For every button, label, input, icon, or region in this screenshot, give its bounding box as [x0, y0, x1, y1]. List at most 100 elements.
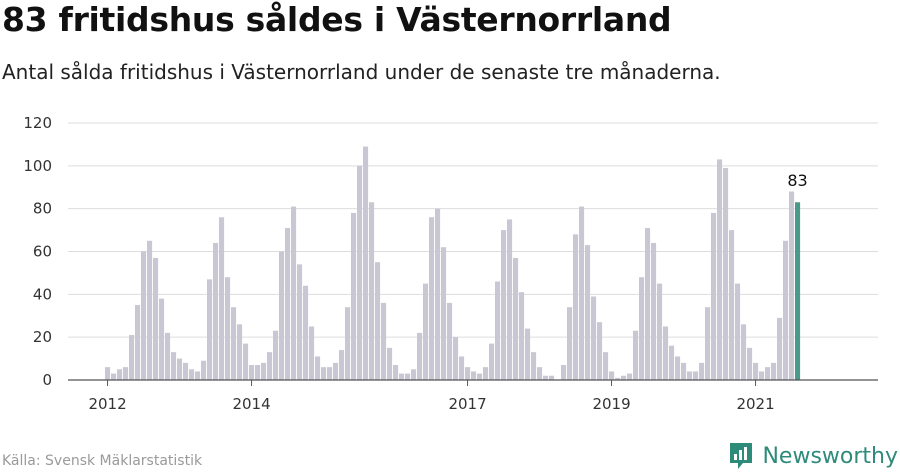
bar	[435, 208, 441, 380]
bar	[225, 277, 231, 380]
bar	[717, 159, 723, 380]
bar	[369, 202, 375, 380]
bar	[471, 371, 477, 380]
bar	[237, 324, 243, 380]
bar	[321, 367, 327, 380]
bar	[699, 362, 705, 380]
bar	[273, 330, 279, 380]
bar-chart: 0 20 40 60 80 100 120 2012 2014 2017 2019 2021 83	[23, 114, 878, 413]
bar	[255, 365, 261, 380]
bar	[603, 352, 609, 380]
page-title: 83 fritidshus såldes i Västernorrland	[2, 0, 672, 39]
bar	[279, 251, 285, 380]
bar	[393, 365, 399, 380]
bar	[399, 373, 405, 380]
bar	[711, 212, 717, 380]
bar	[219, 217, 225, 380]
bar	[759, 371, 765, 380]
bar	[777, 317, 783, 380]
x-tick-label: 2017	[448, 395, 486, 413]
bar	[459, 356, 465, 380]
brand-logo: Newsworthy	[728, 441, 898, 471]
bar	[249, 365, 255, 380]
bar	[663, 326, 669, 380]
bar	[333, 362, 339, 380]
bar	[447, 302, 453, 380]
y-tick-label: 0	[42, 371, 52, 389]
bar	[417, 332, 423, 380]
highlight-value-label: 83	[787, 171, 807, 190]
bar	[567, 307, 573, 380]
bar	[381, 302, 387, 380]
bar	[375, 262, 381, 380]
bar	[117, 369, 123, 380]
bar	[291, 206, 297, 380]
bar	[195, 371, 201, 380]
bar	[489, 343, 495, 380]
bar	[771, 362, 777, 380]
bar	[105, 367, 111, 380]
bar	[285, 227, 291, 380]
bar	[165, 332, 171, 380]
bar	[585, 245, 591, 380]
bar	[519, 292, 525, 380]
bar	[357, 165, 363, 380]
bar	[531, 352, 537, 380]
bar	[309, 326, 315, 380]
bar	[651, 242, 657, 380]
newsworthy-logo-icon	[730, 443, 753, 469]
bar	[783, 240, 789, 380]
bar	[429, 217, 435, 380]
bar	[609, 371, 615, 380]
x-tick-label: 2021	[736, 395, 774, 413]
bar	[639, 277, 645, 380]
y-tick-label: 80	[33, 200, 52, 218]
bar	[303, 285, 309, 380]
bar	[327, 367, 333, 380]
bar	[135, 305, 141, 380]
bar	[423, 283, 429, 380]
bar	[129, 335, 135, 380]
bar	[735, 283, 741, 380]
bar-highlight	[795, 202, 801, 380]
y-tick-label: 120	[23, 114, 52, 132]
bar	[513, 257, 519, 380]
bar	[123, 367, 129, 380]
bar	[621, 375, 627, 380]
y-tick-label: 100	[23, 157, 52, 175]
y-tick-label: 40	[33, 285, 52, 303]
bar	[525, 328, 531, 380]
bar	[411, 369, 417, 380]
bar	[561, 365, 567, 380]
bar	[633, 330, 639, 380]
bar	[351, 212, 357, 380]
bar	[789, 191, 795, 380]
bar	[405, 373, 411, 380]
y-tick-label: 60	[33, 243, 52, 261]
bar	[153, 257, 159, 380]
bar	[693, 371, 699, 380]
bar	[537, 367, 543, 380]
bar	[387, 347, 393, 380]
bar	[753, 362, 759, 380]
bar	[261, 362, 267, 380]
x-tick-label: 2019	[592, 395, 630, 413]
bar	[243, 343, 249, 380]
bar	[495, 281, 501, 380]
bar	[207, 279, 213, 380]
bar	[363, 146, 369, 380]
bar	[723, 167, 729, 380]
bar	[189, 369, 195, 380]
bar	[597, 322, 603, 380]
bar	[687, 371, 693, 380]
bar	[231, 307, 237, 380]
bar	[645, 227, 651, 380]
bar	[147, 240, 153, 380]
bar	[213, 242, 219, 380]
bar	[465, 367, 471, 380]
bar	[765, 367, 771, 380]
bar	[111, 373, 117, 380]
bar	[171, 352, 177, 380]
bar	[657, 283, 663, 380]
y-tick-label: 20	[33, 328, 52, 346]
